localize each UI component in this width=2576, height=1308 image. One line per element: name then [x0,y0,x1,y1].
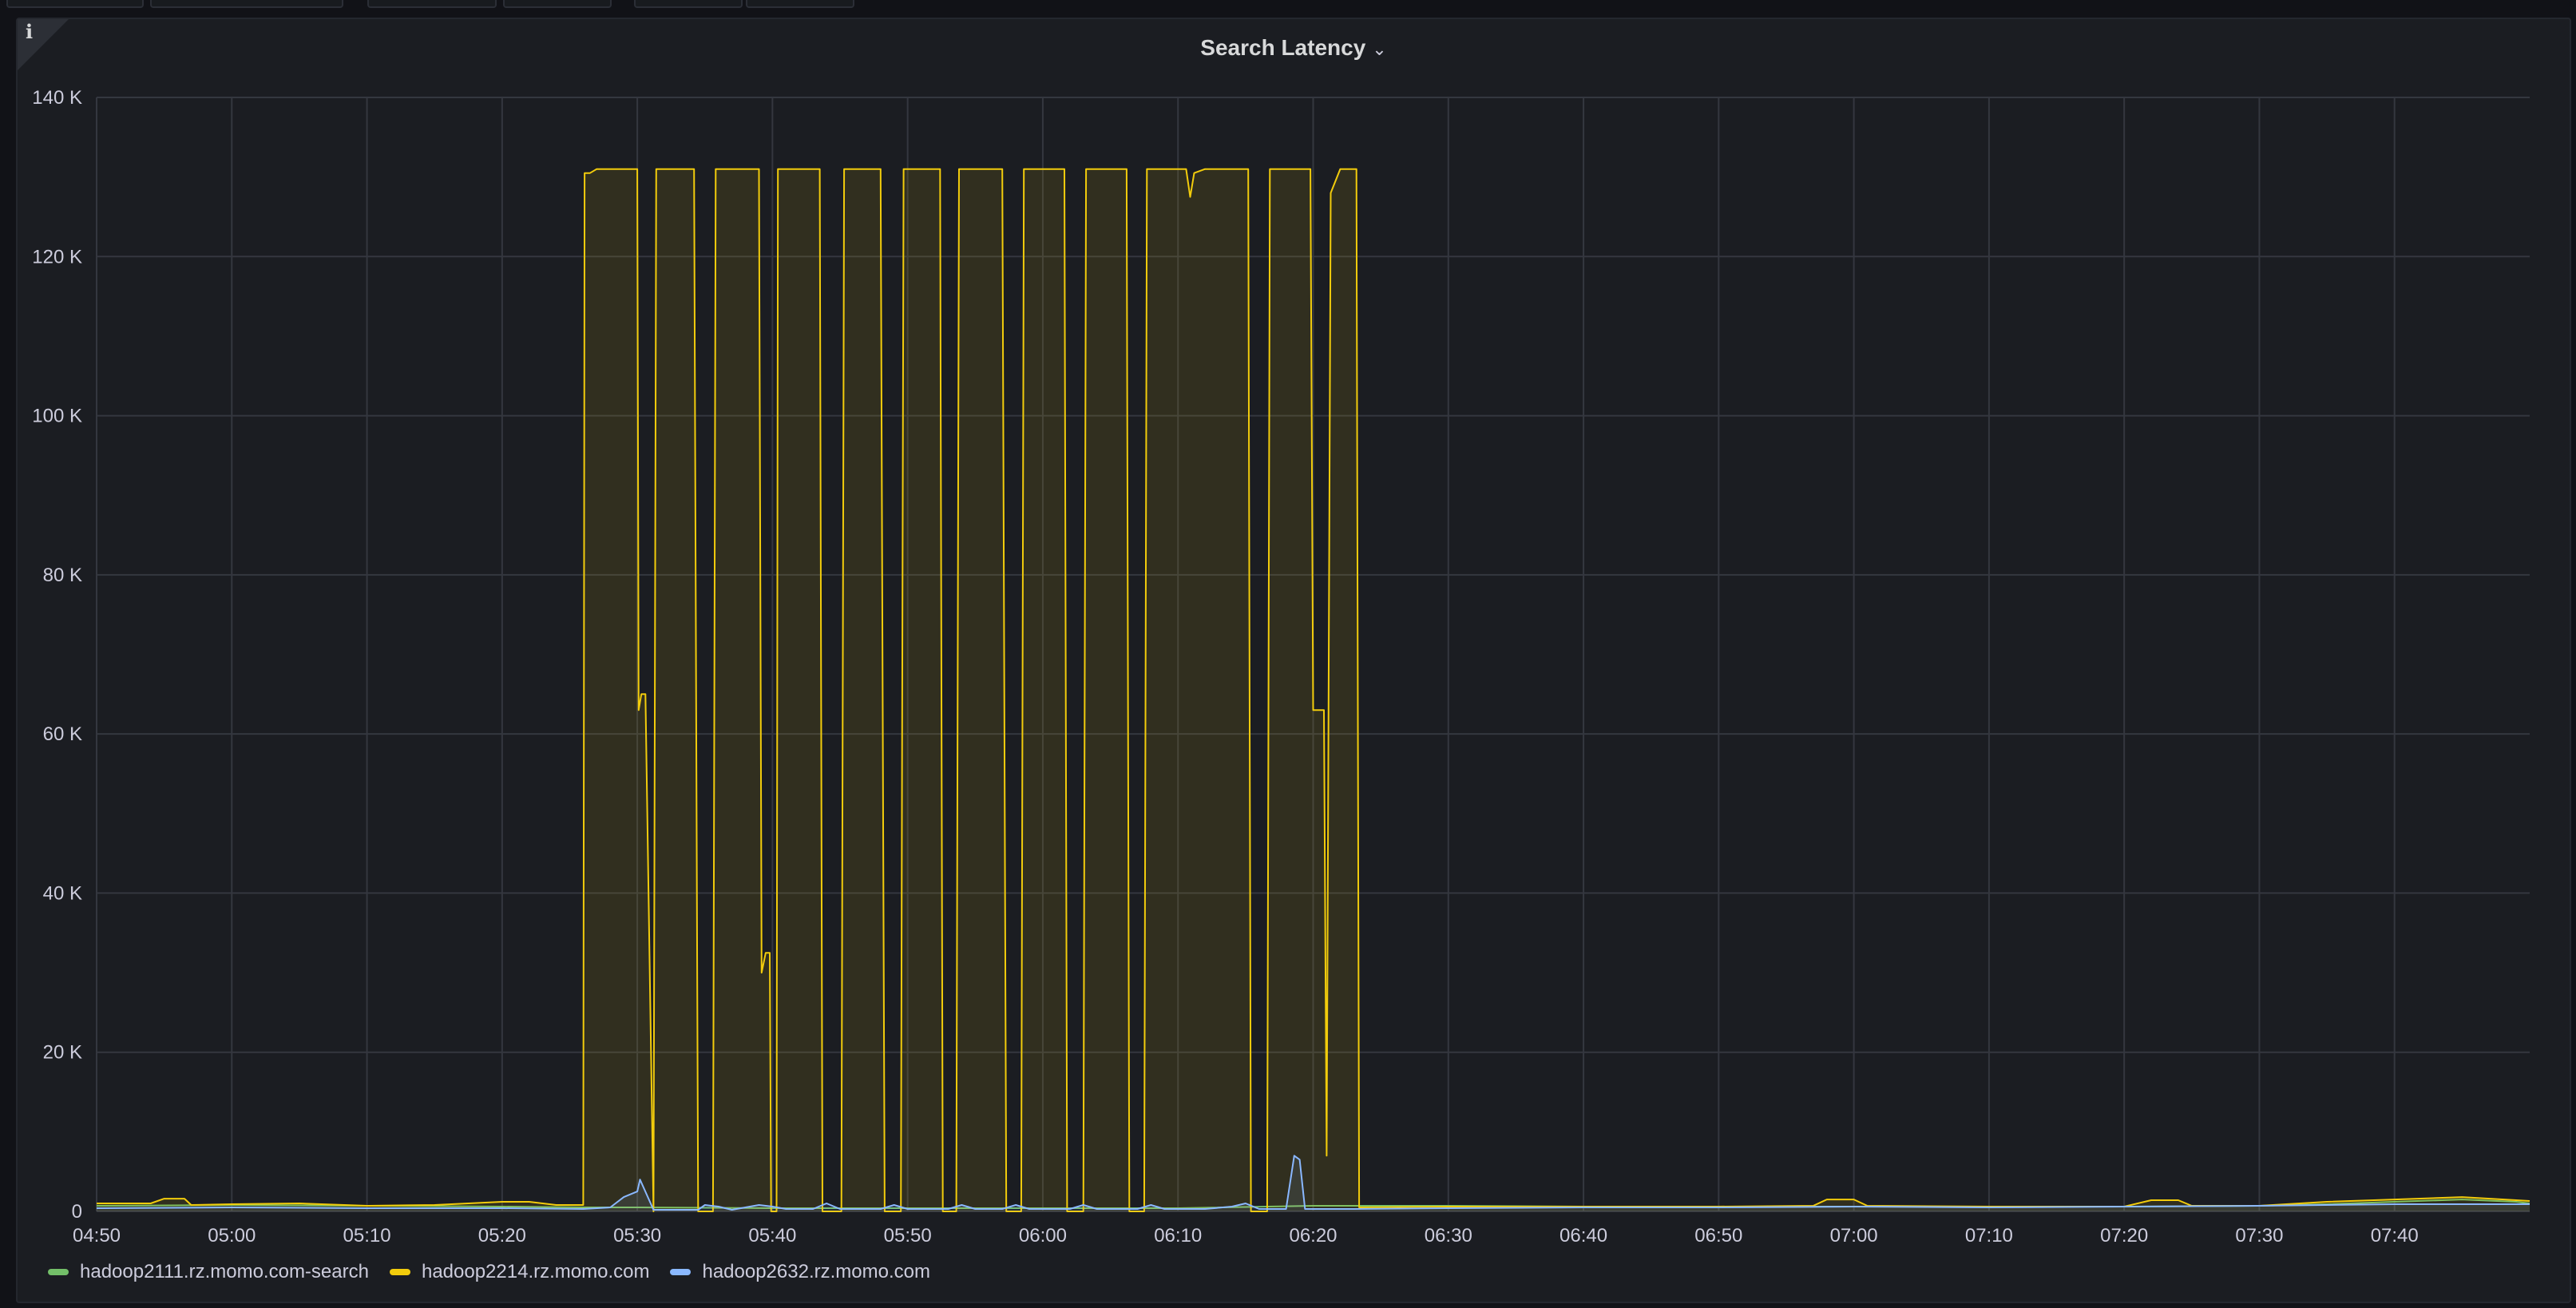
x-tick-label: 04:50 [73,1225,121,1247]
top-toolbar-remnant [0,0,2576,8]
legend-item[interactable]: hadoop2632.rz.momo.com [670,1261,930,1283]
toolbar-control[interactable] [6,0,144,8]
legend-label[interactable]: hadoop2111.rz.momo.com-search [80,1261,369,1282]
x-tick-label: 05:10 [343,1225,391,1247]
x-tick-label: 06:30 [1425,1225,1472,1247]
y-tick-label: 80 K [43,565,82,586]
x-tick-label: 05:20 [478,1225,526,1247]
chevron-down-icon[interactable]: ⌄ [1372,39,1387,59]
x-tick-label: 07:00 [1830,1225,1878,1247]
x-tick-label: 07:40 [2371,1225,2419,1247]
legend-swatch [670,1269,692,1275]
x-tick-label: 06:10 [1154,1225,1202,1247]
panel-title[interactable]: Search Latency [1200,35,1366,60]
y-tick-label: 60 K [43,723,82,745]
legend-item[interactable]: hadoop2214.rz.momo.com [389,1261,650,1283]
x-tick-label: 06:40 [1559,1225,1607,1247]
toolbar-control[interactable] [746,0,854,8]
y-tick-label: 40 K [43,882,82,904]
x-tick-label: 07:20 [2100,1225,2148,1247]
series-area-1 [97,168,2530,1212]
y-tick-label: 0 [72,1201,82,1223]
panel-header[interactable]: Search Latency ⌄ [18,34,2570,64]
legend-label[interactable]: hadoop2632.rz.momo.com [702,1261,930,1282]
info-icon[interactable]: i [26,20,34,43]
x-tick-label: 07:30 [2235,1225,2283,1247]
graph-panel: i Search Latency ⌄ [16,18,2571,1303]
y-tick-label: 20 K [43,1042,82,1064]
x-tick-label: 05:40 [748,1225,796,1247]
x-tick-label: 05:00 [208,1225,256,1247]
panel-info-corner[interactable] [18,19,69,70]
chart-legend: hadoop2111.rz.momo.com-search hadoop2214.… [48,1258,930,1286]
legend-swatch [48,1269,69,1275]
toolbar-control[interactable] [150,0,343,8]
x-tick-label: 07:10 [1965,1225,2013,1247]
x-tick-label: 06:00 [1019,1225,1067,1247]
series-line-2 [96,1155,2530,1211]
x-tick-label: 06:50 [1694,1225,1742,1247]
toolbar-control[interactable] [367,0,497,8]
y-tick-label: 120 K [32,246,82,268]
y-tick-label: 100 K [32,406,82,427]
x-tick-label: 06:20 [1289,1225,1337,1247]
x-tick-label: 05:50 [884,1225,932,1247]
y-tick-label: 140 K [32,87,82,109]
legend-label[interactable]: hadoop2214.rz.momo.com [421,1261,650,1282]
legend-item[interactable]: hadoop2111.rz.momo.com-search [48,1261,369,1283]
toolbar-control[interactable] [503,0,612,8]
legend-swatch [389,1269,410,1275]
x-tick-label: 05:30 [613,1225,661,1247]
toolbar-control[interactable] [634,0,743,8]
